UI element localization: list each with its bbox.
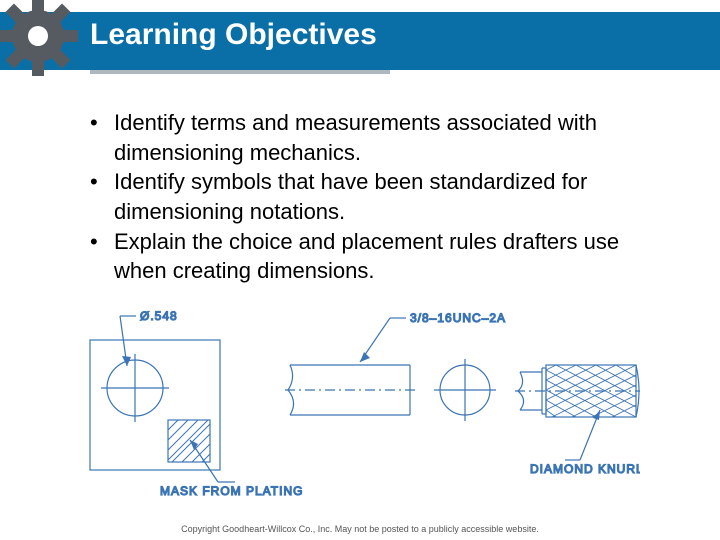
thread-label: 3/8–16UNC–2A <box>410 311 506 325</box>
technical-figure: Ø.548 <box>80 310 640 500</box>
bullet-item: Explain the choice and placement rules d… <box>90 227 670 286</box>
knurl-label: DIAMOND KNURL <box>530 462 640 476</box>
gear-icon <box>0 0 82 80</box>
copyright-footer: Copyright Goodheart-Willcox Co., Inc. Ma… <box>0 524 720 534</box>
mask-label: MASK FROM PLATING <box>160 484 303 498</box>
page-title: Learning Objectives <box>90 18 377 52</box>
title-underline <box>90 70 390 74</box>
bullet-item: Identify symbols that have been standard… <box>90 167 670 226</box>
diameter-label: Ø.548 <box>140 310 178 323</box>
slide: Learning Objectives Identify terms and m… <box>0 0 720 540</box>
bullet-list: Identify terms and measurements associat… <box>90 108 670 286</box>
bullet-item: Identify terms and measurements associat… <box>90 108 670 167</box>
